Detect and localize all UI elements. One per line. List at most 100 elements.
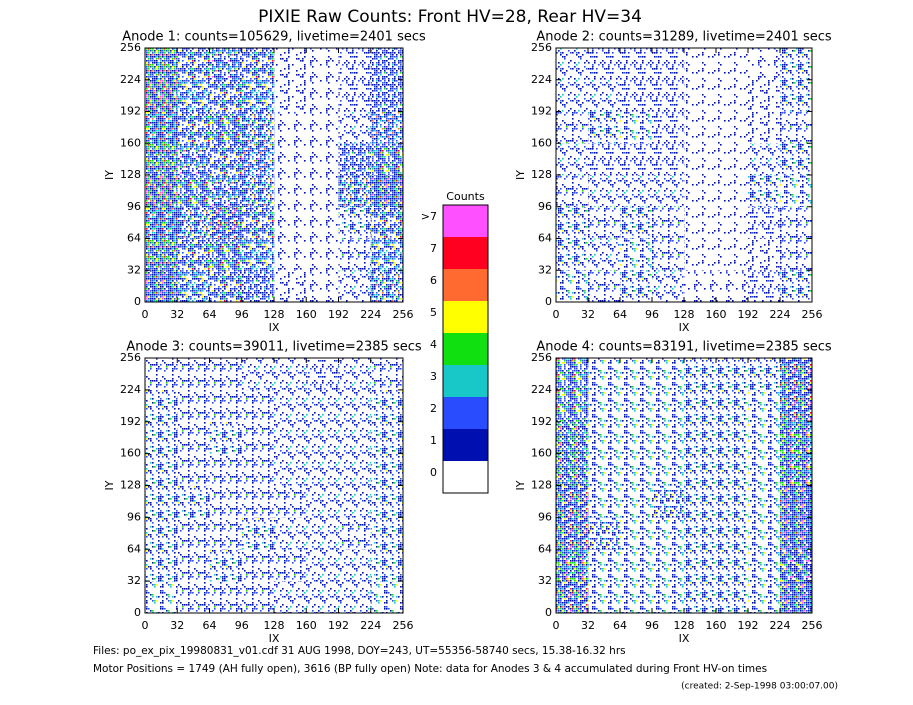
x-tick-label: 128 bbox=[264, 619, 285, 632]
heat-cell bbox=[652, 517, 685, 550]
heat-cell bbox=[209, 111, 243, 144]
heat-cell bbox=[652, 111, 685, 144]
heat-cell bbox=[556, 485, 589, 518]
heat-cell bbox=[716, 48, 749, 81]
heat-cell bbox=[145, 358, 178, 391]
heat-cell bbox=[780, 485, 813, 518]
heat-cell bbox=[684, 549, 717, 582]
heat-cell bbox=[145, 389, 178, 423]
heat-cell bbox=[780, 581, 813, 614]
x-tick-label: 64 bbox=[613, 619, 627, 632]
y-tick-label: 256 bbox=[531, 351, 552, 364]
heat-cell bbox=[652, 453, 685, 486]
colorbar-swatch bbox=[443, 301, 488, 333]
x-tick-label: 256 bbox=[393, 308, 414, 321]
heat-cell bbox=[780, 111, 813, 144]
heat-cell bbox=[620, 517, 653, 550]
heat-cell bbox=[684, 581, 717, 614]
heat-cell bbox=[306, 485, 339, 518]
x-tick-label: 224 bbox=[770, 619, 791, 632]
y-tick-label: 32 bbox=[127, 263, 141, 276]
y-tick-label: 192 bbox=[120, 415, 141, 428]
heat-cell bbox=[177, 206, 210, 239]
x-tick-label: 192 bbox=[328, 308, 349, 321]
heat-cell bbox=[209, 485, 243, 518]
heat-cell bbox=[370, 175, 404, 208]
heat-cell bbox=[620, 453, 653, 486]
heat-cell bbox=[748, 175, 781, 208]
heat-cell bbox=[241, 581, 275, 614]
heat-cell bbox=[748, 270, 781, 303]
heat-cell bbox=[209, 48, 243, 81]
y-tick-label: 0 bbox=[134, 295, 141, 308]
heat-cell bbox=[209, 270, 243, 303]
heat-cell bbox=[748, 143, 781, 176]
x-tick-label: 0 bbox=[553, 619, 560, 632]
heat-cell bbox=[274, 270, 307, 303]
heat-cell bbox=[274, 389, 307, 423]
heat-cell bbox=[780, 270, 813, 303]
heat-cell bbox=[556, 143, 589, 176]
heat-cell bbox=[748, 453, 781, 486]
heat-cell bbox=[338, 206, 372, 239]
heat-cell bbox=[370, 517, 404, 550]
x-tick-label: 160 bbox=[296, 619, 317, 632]
heat-cell bbox=[145, 581, 178, 614]
heat-cell bbox=[209, 453, 243, 486]
y-tick-label: 64 bbox=[127, 232, 141, 245]
heat-cell bbox=[306, 143, 339, 176]
heat-cell bbox=[652, 48, 685, 81]
heat-cell bbox=[274, 581, 307, 614]
heat-cell bbox=[620, 358, 653, 391]
colorbar-label: >7 bbox=[421, 210, 437, 223]
colorbar-title: Counts bbox=[446, 190, 485, 203]
heat-cell bbox=[716, 111, 749, 144]
heat-cell bbox=[716, 421, 749, 454]
heat-cell bbox=[177, 517, 210, 550]
heat-cell bbox=[209, 79, 243, 112]
heat-cell bbox=[177, 270, 210, 303]
heat-cell bbox=[780, 453, 813, 486]
heat-cell bbox=[177, 79, 210, 112]
footer-created: (created: 2-Sep-1998 03:00:07.00) bbox=[681, 682, 838, 692]
heat-cell bbox=[145, 270, 178, 303]
heat-cell bbox=[177, 453, 210, 486]
heat-cell bbox=[780, 206, 813, 239]
heat-cell bbox=[588, 581, 621, 614]
heat-cell bbox=[145, 175, 178, 208]
heat-cell bbox=[620, 48, 653, 81]
heat-cell bbox=[209, 581, 243, 614]
x-tick-label: 128 bbox=[674, 308, 695, 321]
heat-cell bbox=[338, 270, 372, 303]
heat-cell bbox=[241, 48, 275, 81]
heat-cell bbox=[306, 389, 339, 423]
x-tick-label: 32 bbox=[581, 308, 595, 321]
heat-cell bbox=[209, 206, 243, 239]
heat-cell bbox=[652, 143, 685, 176]
heat-cell bbox=[620, 421, 653, 454]
heat-cell bbox=[209, 143, 243, 176]
heat-cell bbox=[748, 485, 781, 518]
heat-cell bbox=[780, 143, 813, 176]
heat-cell bbox=[748, 111, 781, 144]
colorbar-frame bbox=[442, 204, 489, 494]
figure-title: PIXIE Raw Counts: Front HV=28, Rear HV=3… bbox=[258, 7, 642, 27]
y-tick-label: 96 bbox=[127, 510, 141, 523]
heat-cell bbox=[748, 79, 781, 112]
heat-cell bbox=[556, 48, 589, 81]
heat-cell bbox=[556, 581, 589, 614]
heat-cell bbox=[716, 358, 749, 391]
heat-cell bbox=[177, 358, 210, 391]
y-axis-label: IY bbox=[514, 480, 527, 490]
heat-cell bbox=[588, 549, 621, 582]
heat-cell bbox=[652, 79, 685, 112]
heat-cell bbox=[620, 79, 653, 112]
heat-cell bbox=[684, 517, 717, 550]
heat-cell bbox=[177, 111, 210, 144]
heat-cell bbox=[716, 549, 749, 582]
heat-cell bbox=[556, 79, 589, 112]
heat-cell bbox=[145, 111, 178, 144]
heat-cell bbox=[338, 143, 372, 176]
heat-cell bbox=[652, 175, 685, 208]
x-tick-label: 224 bbox=[770, 308, 791, 321]
